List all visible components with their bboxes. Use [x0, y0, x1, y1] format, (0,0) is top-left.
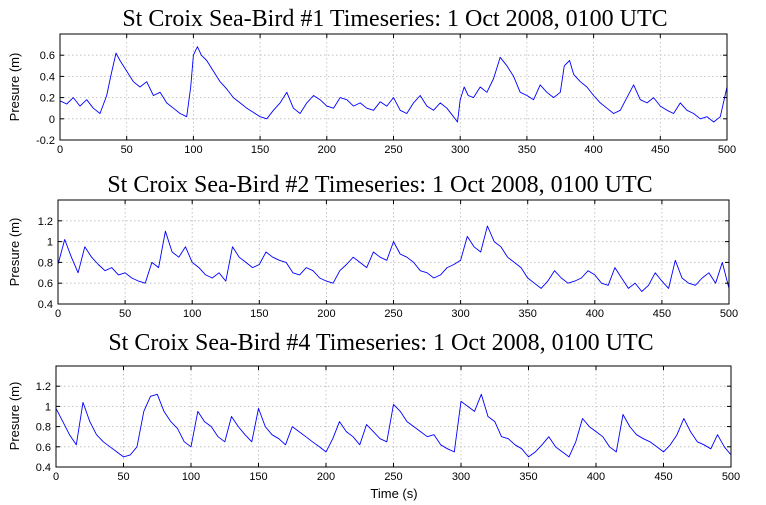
panel-2-xtick-label: 450	[653, 308, 671, 320]
panel-1-xtick-label: 250	[384, 144, 402, 156]
panel-3-xtick-label: 200	[317, 471, 335, 483]
panel-2-xtick-label: 300	[451, 308, 469, 320]
panel-3-xtick-label: 350	[519, 471, 537, 483]
panel-1-xtick-label: 0	[57, 144, 63, 156]
panel-2-title: St Croix Sea-Bird #2 Timeseries: 1 Oct 2…	[107, 172, 652, 198]
panel-1-ytick-label: 0.4	[40, 71, 55, 83]
panel-1-ytick-label: 0.6	[40, 50, 55, 62]
panel-3-xtick-label: 300	[452, 471, 470, 483]
panel-3-xtick-label: 100	[182, 471, 200, 483]
panel-1-xtick-label: 300	[451, 144, 469, 156]
panel-2-xtick-label: 350	[519, 308, 537, 320]
panel-3-xtick-label: 50	[117, 471, 129, 483]
panel-2-xtick-label: 50	[119, 308, 131, 320]
panel-3-axes-frame	[55, 365, 732, 468]
panel-1-xtick-label: 350	[518, 144, 536, 156]
panel-2-xtick-label: 150	[250, 308, 268, 320]
panel-1-ytick-label: 0	[49, 114, 55, 126]
panel-2-series-line	[57, 225, 730, 292]
panel-2-ytick-label: 0.4	[38, 299, 53, 311]
panel-2: St Croix Sea-Bird #2 Timeseries: 1 Oct 2…	[7, 172, 738, 320]
panel-3-ytick-label: 0.6	[36, 442, 51, 454]
panel-2-xtick-label: 500	[720, 308, 738, 320]
panel-3-xtick-label: 0	[53, 471, 59, 483]
panel-3-ylabel: Presure (m)	[7, 382, 22, 451]
panel-3-series-line	[55, 393, 732, 458]
panel-1-title: St Croix Sea-Bird #1 Timeseries: 1 Oct 2…	[122, 6, 667, 32]
panel-3-xtick-label: 400	[587, 471, 605, 483]
panel-2-xtick-label: 400	[586, 308, 604, 320]
panel-1-xtick-label: 200	[318, 144, 336, 156]
panel-2-ytick-label: 0.6	[38, 278, 53, 290]
panel-1: St Croix Sea-Bird #1 Timeseries: 1 Oct 2…	[7, 6, 736, 156]
panel-1-xtick-label: 500	[718, 144, 736, 156]
panel-1-xtick-label: 450	[651, 144, 669, 156]
panel-2-ytick-label: 1.2	[38, 216, 53, 228]
panel-2-xtick-label: 0	[55, 308, 61, 320]
panel-3-ytick-label: 0.8	[36, 422, 51, 434]
panel-3-xtick-label: 450	[654, 471, 672, 483]
panel-1-ytick-label: 0.2	[40, 93, 55, 105]
panel-2-xtick-label: 250	[384, 308, 402, 320]
panel-1-xtick-label: 150	[251, 144, 269, 156]
panel-1-series-line	[59, 46, 728, 123]
panel-2-ylabel: Presure (m)	[7, 218, 22, 287]
panel-1-ylabel: Presure (m)	[7, 53, 22, 122]
panel-1-ytick-label: -0.2	[36, 135, 55, 147]
panel-2-xtick-label: 100	[183, 308, 201, 320]
panel-3-xtick-label: 500	[722, 471, 740, 483]
panel-3-ytick-label: 1	[45, 401, 51, 413]
panel-3-xtick-label: 250	[384, 471, 402, 483]
panel-2-ytick-label: 1	[47, 237, 53, 249]
panel-3-xtick-label: 150	[249, 471, 267, 483]
panel-1-xtick-label: 400	[584, 144, 602, 156]
panel-2-xtick-label: 200	[317, 308, 335, 320]
panel-3-ytick-label: 0.4	[36, 462, 51, 474]
panel-2-ytick-label: 0.8	[38, 257, 53, 269]
panel-1-xtick-label: 100	[184, 144, 202, 156]
panel-3: St Croix Sea-Bird #4 Timeseries: 1 Oct 2…	[7, 330, 740, 501]
panel-1-xtick-label: 50	[121, 144, 133, 156]
panel-3-title: St Croix Sea-Bird #4 Timeseries: 1 Oct 2…	[108, 330, 653, 356]
panel-3-ytick-label: 1.2	[36, 381, 51, 393]
panel-3-xlabel: Time (s)	[370, 486, 417, 501]
